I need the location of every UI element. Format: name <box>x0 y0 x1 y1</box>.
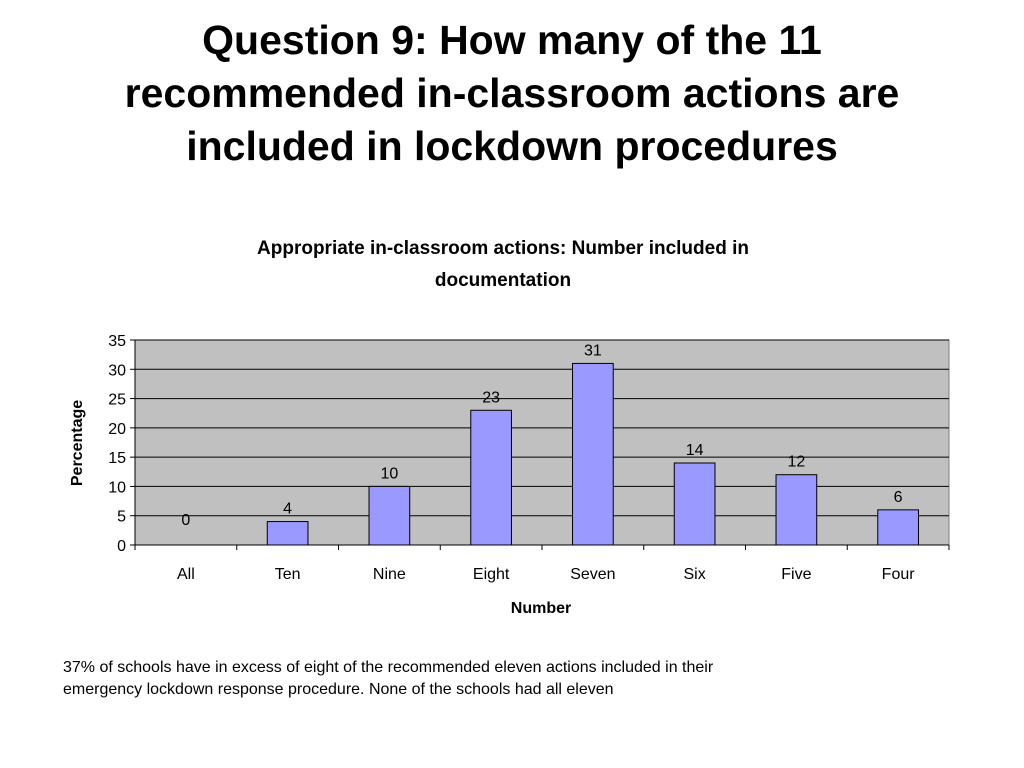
axes <box>130 339 950 550</box>
data-label: 14 <box>686 442 704 459</box>
y-tick-label: 10 <box>108 479 126 496</box>
footnote: 37% of schools have in excess of eight o… <box>63 657 963 701</box>
y-tick-label: 20 <box>108 421 126 438</box>
x-axis-title: Number <box>511 600 571 617</box>
y-tick-label: 30 <box>108 362 126 379</box>
data-label: 31 <box>584 342 602 359</box>
bar <box>673 462 716 546</box>
bar <box>877 509 919 546</box>
data-label: 23 <box>482 389 500 406</box>
y-axis-title: Percentage <box>69 400 86 486</box>
x-tick-label: Eight <box>473 566 510 583</box>
footnote-line: emergency lockdown response procedure. N… <box>63 681 614 698</box>
x-tick-label: Seven <box>570 566 615 583</box>
y-tick-label: 25 <box>108 392 126 409</box>
x-tick-label: Five <box>781 566 811 583</box>
chart-title-line: Appropriate in-classroom actions: Number… <box>257 238 749 259</box>
y-tick-label: 5 <box>117 509 126 526</box>
y-tick-label: 0 <box>117 538 126 555</box>
slide-title-line: Question 9: How many of the 11 <box>202 17 822 63</box>
data-label: 0 <box>181 512 190 529</box>
bar <box>572 362 614 546</box>
slide-title-line: included in lockdown procedures <box>186 123 838 169</box>
slide-title: Question 9: How many of the 11 recommend… <box>40 14 984 173</box>
chart-title-line: documentation <box>435 270 571 291</box>
bar <box>470 409 512 546</box>
bar <box>775 474 818 546</box>
data-label: 4 <box>283 501 292 518</box>
x-tick-label: Nine <box>373 566 406 583</box>
slide-title-line: recommended in-classroom actions are <box>124 70 900 116</box>
bar <box>368 485 411 546</box>
data-label: 10 <box>380 465 398 482</box>
labels: 0 All 4 Ten 10 Nine 23 Eight 31 Seven 14 Six 12 Five 6… <box>108 333 915 583</box>
x-tick-label: Four <box>882 566 916 583</box>
bars <box>266 362 919 546</box>
y-tick-label: 35 <box>108 333 126 350</box>
y-tick-label: 15 <box>108 450 126 467</box>
data-label: 6 <box>894 489 903 506</box>
x-tick-label: All <box>177 566 195 583</box>
footnote-line: 37% of schools have in excess of eight o… <box>63 659 714 676</box>
x-tick-label: Ten <box>275 566 301 583</box>
x-tick-label: Six <box>684 566 706 583</box>
plot-area <box>134 339 950 546</box>
bar <box>266 521 309 546</box>
bar-chart: Appropriate in-classroom actions: Number… <box>69 238 950 617</box>
data-label: 12 <box>787 454 805 471</box>
